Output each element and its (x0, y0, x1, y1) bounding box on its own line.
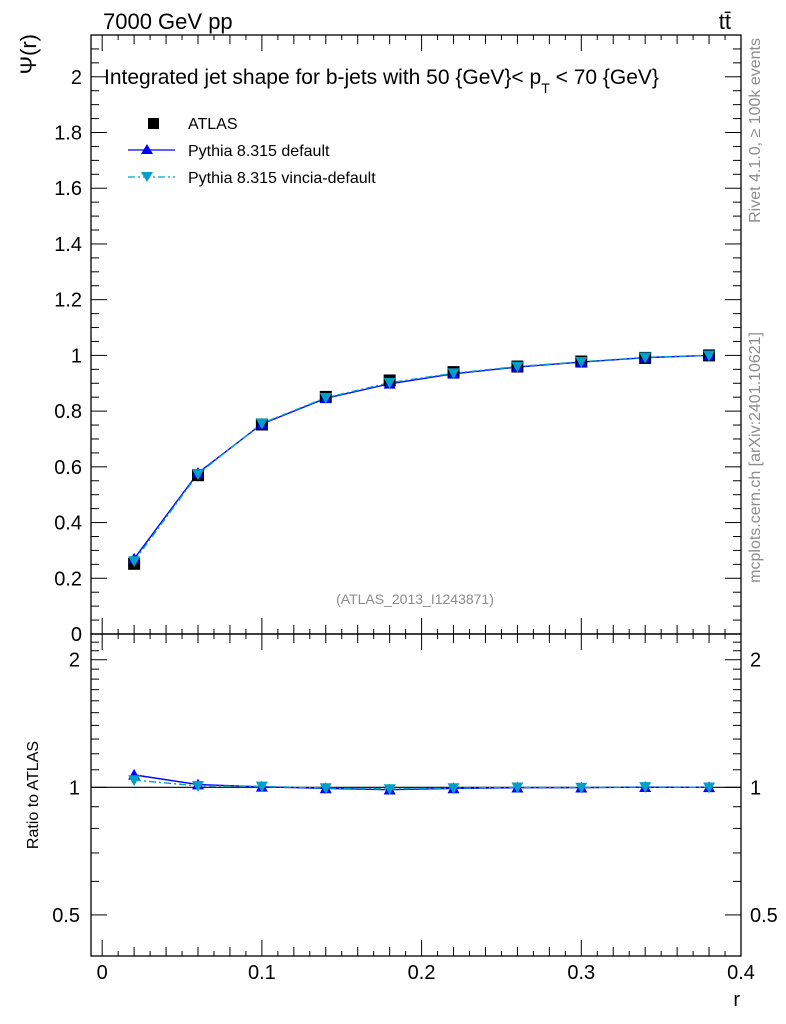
ratio-y-tick-label-left: 1 (69, 777, 80, 799)
analysis-watermark: (ATLAS_2013_I1243871) (336, 591, 494, 607)
legend-atlas-marker (148, 118, 159, 129)
legend-default-label: Pythia 8.315 default (188, 143, 330, 160)
main-point-2-9 (703, 350, 716, 362)
main-y-tick-label: 2 (71, 67, 82, 89)
ratio-series-line-1 (134, 779, 710, 790)
main-y-tick-label: 0.4 (54, 513, 82, 535)
ratio-point-1-8 (639, 782, 652, 793)
main-y-tick-label: 0.6 (54, 457, 82, 479)
ratio-point-1-0 (128, 775, 141, 787)
x-tick-label: 0.2 (408, 962, 436, 984)
main-title: Integrated jet shape for b-jets with 50 … (104, 66, 659, 96)
energy-label: 7000 GeV pp (103, 9, 233, 34)
ratio-y-tick-label-left: 0.5 (52, 905, 80, 927)
title-prefix: Integrated jet shape for b-jets with 50 … (104, 66, 541, 89)
ratio-point-1-4 (383, 784, 396, 795)
ratio-point-1-6 (511, 782, 524, 794)
x-tick-label: 0.1 (248, 962, 276, 984)
ratio-plot-frame (90, 633, 742, 957)
process-label: tt̄ (719, 9, 731, 34)
ratio-point-1-7 (575, 782, 588, 794)
main-point-2-5 (447, 368, 460, 380)
chart-layer: 0 0.1 0.2 0.3 0.4 0 0.2 0.4 0.6 0.8 1 1.2 1.4 1.6 1.8 2… (52, 34, 778, 984)
legend-vincia-marker (141, 172, 153, 182)
main-y-tick-label: 1.6 (54, 178, 82, 200)
x-tick-label: 0.4 (727, 962, 755, 984)
x-axis-label: r (733, 989, 740, 1011)
legend-default-marker (141, 144, 153, 154)
mcplots-label: mcplots.cern.ch [arXiv:2401.10621] (747, 332, 764, 583)
x-tick-label: 0 (97, 962, 108, 984)
main-y-tick-label: 1.2 (54, 290, 82, 312)
main-y-tick-label: 1.8 (54, 123, 82, 145)
main-point-2-7 (575, 357, 588, 368)
legend-atlas-label: ATLAS (188, 116, 238, 133)
main-series-line-1 (133, 354, 710, 560)
rivet-label: Rivet 4.1.0, ≥ 100k events (747, 38, 764, 223)
ratio-point-1-5 (447, 783, 460, 795)
ratio-point-1-2 (255, 781, 268, 793)
main-point-2-0 (128, 556, 141, 568)
main-y-tick-label: 0 (71, 624, 82, 646)
ratio-y-tick-label-left: 2 (69, 650, 80, 672)
main-ylabel: Ψ(r) (16, 34, 41, 74)
main-point-2-6 (511, 361, 524, 373)
ratio-point-1-9 (703, 782, 716, 794)
ratio-y-tick-label-right: 1 (750, 777, 761, 799)
main-y-tick-label: 1 (71, 345, 82, 367)
main-y-tick-label: 0.8 (54, 401, 82, 423)
legend-vincia-label: Pythia 8.315 vincia-default (188, 170, 376, 187)
x-tick-label: 0.3 (567, 962, 595, 984)
main-y-tick-label: 1.4 (54, 234, 82, 256)
main-point-2-3 (319, 392, 332, 404)
ratio-point-1-3 (319, 783, 332, 795)
main-point-2-4 (383, 377, 396, 389)
main-y-tick-label: 0.2 (54, 568, 82, 590)
main-point-2-2 (255, 418, 268, 430)
ratio-y-tick-label-right: 2 (750, 650, 761, 672)
main-point-2-1 (192, 469, 205, 481)
legend: ATLAS Pythia 8.315 default Pythia 8.315 … (128, 116, 376, 187)
main-series-line-2 (133, 354, 710, 562)
ratio-y-tick-label-right: 0.5 (750, 905, 778, 927)
ratio-ylabel: Ratio to ATLAS (25, 741, 42, 849)
title-subscript: T (541, 80, 550, 96)
title-suffix: < 70 {GeV} (550, 66, 659, 89)
main-point-2-8 (639, 352, 652, 364)
ratio-point-1-1 (192, 781, 205, 792)
